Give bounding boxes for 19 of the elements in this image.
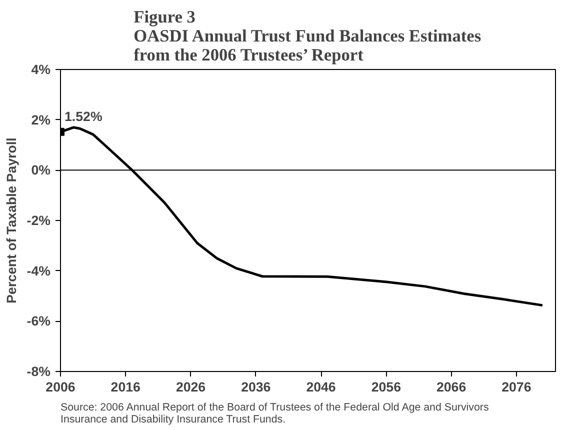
x-tick-label: 2006	[46, 380, 76, 394]
y-tick-label: -8%	[26, 364, 51, 379]
x-tick-label: 2076	[502, 380, 532, 394]
y-tick-label: 0%	[31, 162, 51, 178]
chart-title: Figure 3 OASDI Annual Trust Fund Balances Estimates from the 2006 Trustees’ Report	[134, 8, 482, 64]
source-note: Source: 2006 Annual Report of the Board of Trustees of the Federal Old Age and Survivors Insurance and Disability Insurance Trust Funds.	[60, 402, 489, 426]
y-tick-label: -4%	[26, 263, 51, 278]
x-tick-label: 2046	[306, 380, 336, 394]
x-tick-label: 2016	[110, 380, 140, 394]
y-tick-label: 2%	[31, 112, 51, 128]
y-tick-label: -2%	[26, 213, 51, 228]
annotation: 1.52%	[64, 108, 102, 124]
x-tick-label: 2066	[436, 380, 466, 394]
y-tick-label: -6%	[26, 314, 51, 329]
x-tick-label: 2056	[371, 380, 401, 394]
x-tick-label: 2026	[176, 380, 206, 394]
x-tick-label: 2036	[241, 380, 271, 394]
y-axis-title: Percent of Taxable Payroll	[4, 138, 19, 304]
y-tick-label: 4%	[31, 62, 51, 77]
